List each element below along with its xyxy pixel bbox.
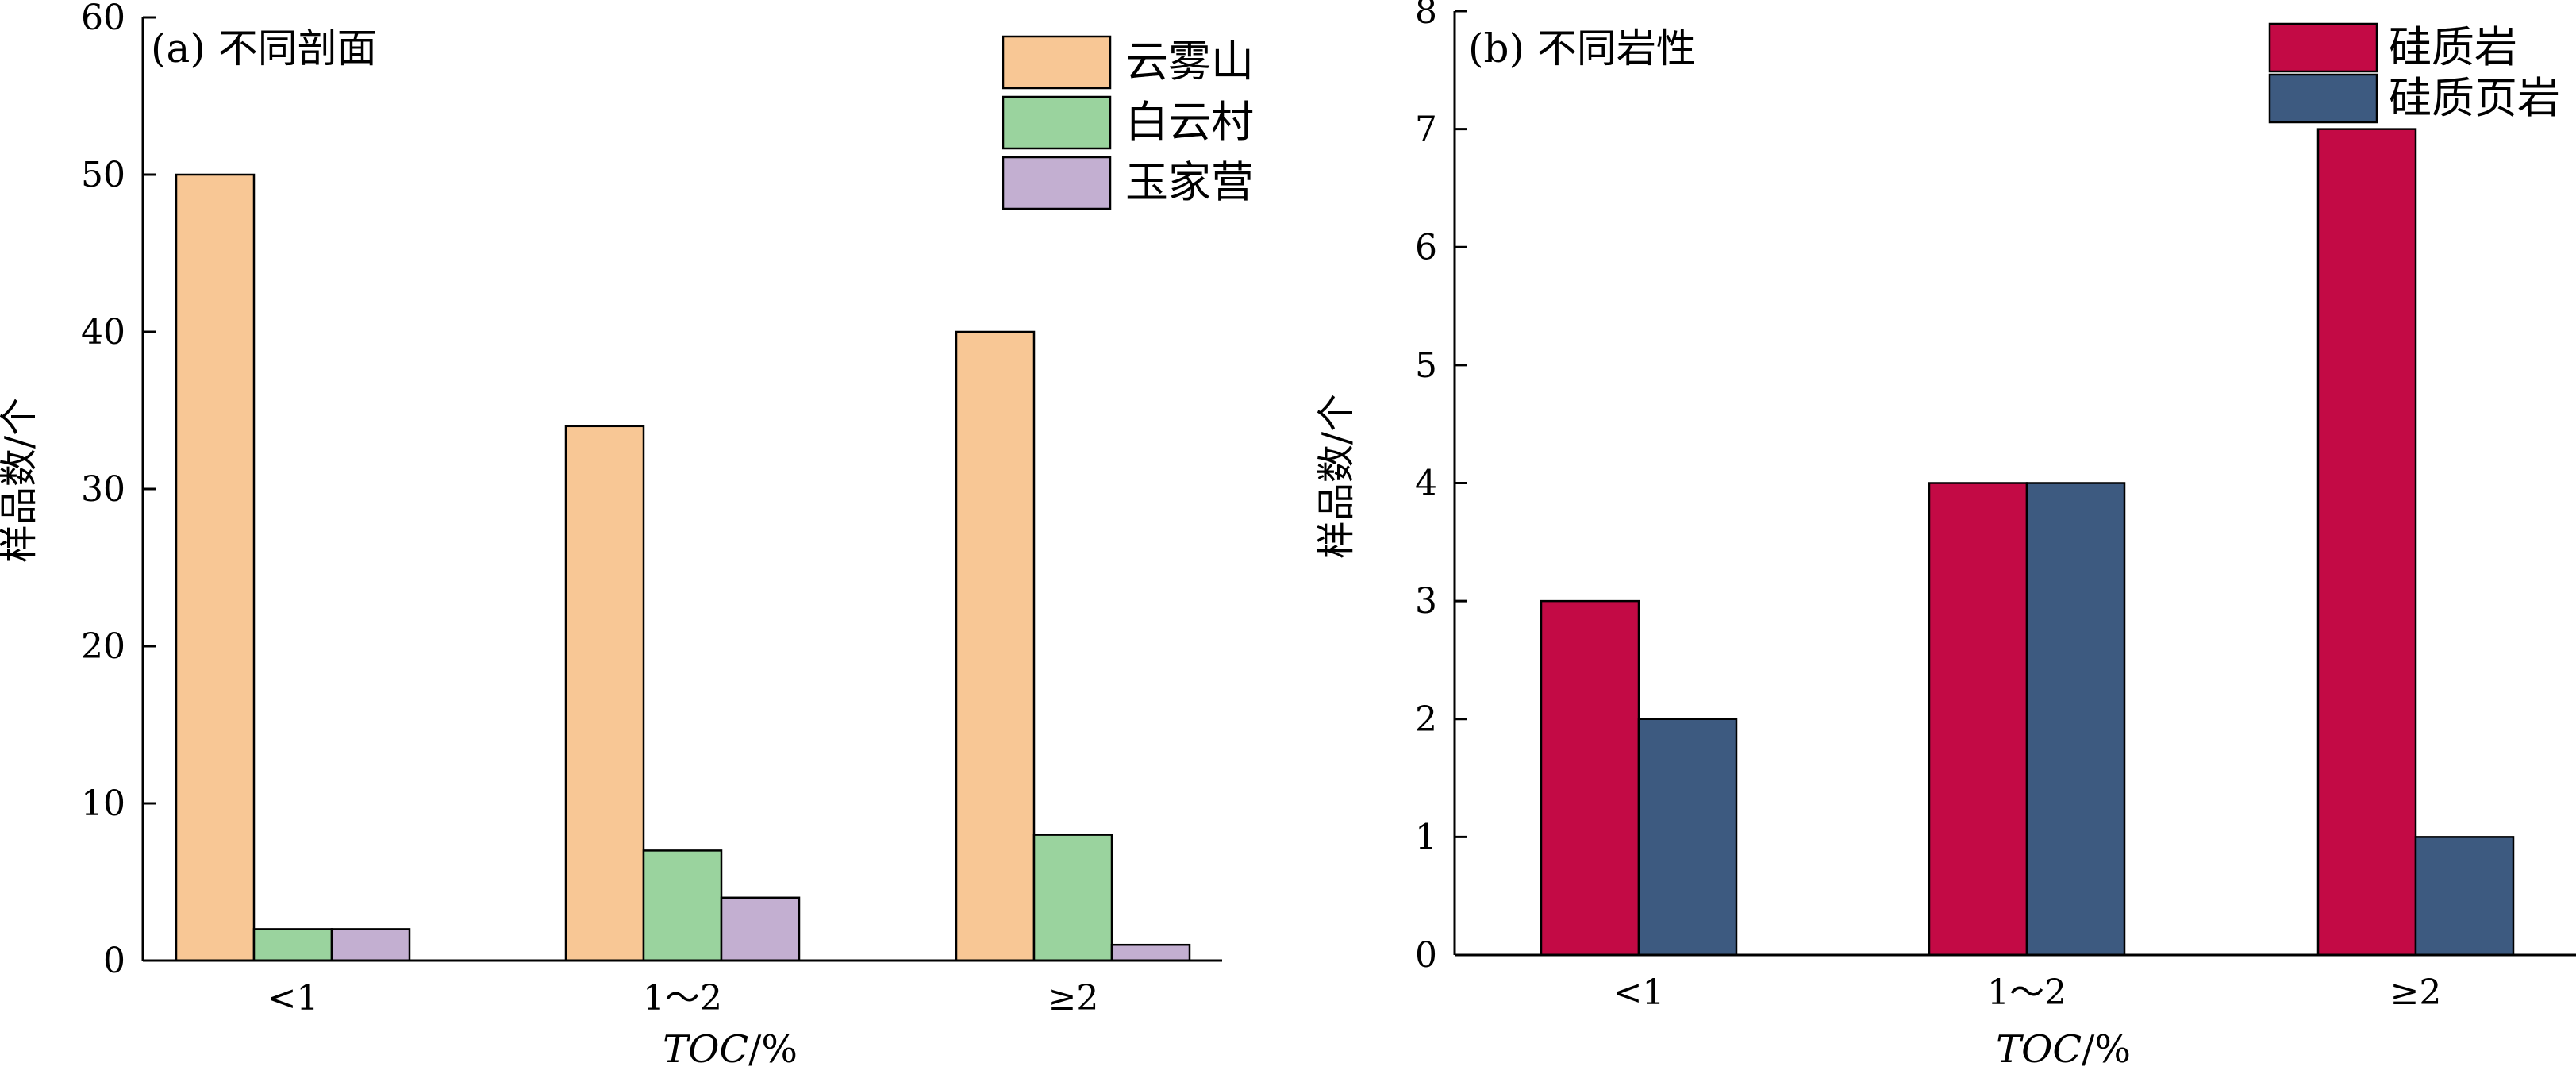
panel-b-legend-swatch xyxy=(2268,22,2378,73)
panel-a-legend-swatch xyxy=(1002,35,1112,90)
panel-b-bar-s1-c2 xyxy=(2414,836,2515,957)
panel-b-y-axis: 0 1 2 3 4 5 6 7 8 xyxy=(1415,0,1467,976)
panel-b-bars xyxy=(1540,128,2515,957)
panel-b-x-tick-label: 1～2 xyxy=(1987,972,2067,1013)
panel-a-bar-s2-c1 xyxy=(720,896,801,962)
panel-a-bar-s0-c0 xyxy=(175,173,256,962)
panel-b-bar-s1-c0 xyxy=(1637,718,1738,957)
panel-b-y-tick-label: 5 xyxy=(1415,345,1437,386)
panel-a-y-tick-label: 40 xyxy=(81,312,125,352)
panel-b-y-tick-label: 7 xyxy=(1415,110,1437,150)
panel-b-x-tick-label: ≥2 xyxy=(2390,972,2442,1013)
panel-a-x-axis: <1 1～2 ≥2 xyxy=(143,959,1222,1018)
panel-a-title: (a) 不同剖面 xyxy=(151,25,377,71)
panel-b-bar-s0-c1 xyxy=(1928,482,2028,957)
panel-a-bar-s2-c0 xyxy=(330,928,411,962)
panel-b-y-tick-label: 3 xyxy=(1415,581,1437,622)
panel-b-y-tick-label: 0 xyxy=(1415,935,1437,976)
panel-a-legend-label: 白云村 xyxy=(1125,97,1254,147)
panel-a-legend-swatch xyxy=(1002,156,1112,210)
panel-a-legend-label: 玉家营 xyxy=(1125,157,1254,207)
panel-a-legend-swatch xyxy=(1002,95,1112,150)
panel-b-y-tick-label: 6 xyxy=(1415,227,1437,268)
panel-b-y-tick-label: 4 xyxy=(1415,464,1437,504)
panel-a-x-axis-label: TOC/% xyxy=(663,1027,798,1072)
panel-a-bar-s1-c0 xyxy=(252,928,333,962)
panel-a-y-axis-label: 样品数/个 xyxy=(0,398,41,563)
panel-a-bar-s0-c2 xyxy=(955,330,1036,962)
panel-a-y-tick-label: 0 xyxy=(103,941,125,981)
panel-a-legend-label: 云雾山 xyxy=(1125,37,1254,87)
panel-a-y-tick-label: 50 xyxy=(81,155,125,195)
panel-a-bar-s1-c2 xyxy=(1032,834,1113,962)
panel-a: 0 10 20 30 40 50 60 <1 1～2 ≥2 (a) 不同剖面 样品数/个 TOC… xyxy=(0,0,1254,1072)
panel-a-x-tick-label: <1 xyxy=(267,978,319,1018)
panel-a-bar-s2-c2 xyxy=(1110,943,1191,962)
panel-a-bars xyxy=(175,173,1191,962)
panel-a-bar-s1-c1 xyxy=(642,849,723,962)
panel-a-y-tick-label: 20 xyxy=(81,626,125,667)
panel-b-y-tick-label: 1 xyxy=(1415,817,1437,857)
panel-b-x-axis-label: TOC/% xyxy=(1996,1027,2131,1072)
panel-b: 0 1 2 3 4 5 6 7 8 <1 1～2 ≥2 (b) 不同岩性 样品数/个 TOC/% 硅… xyxy=(1314,0,2576,1072)
panel-a-y-tick-label: 10 xyxy=(81,784,125,824)
panel-a-bar-s0-c1 xyxy=(564,425,645,962)
panel-b-legend-swatch xyxy=(2268,73,2378,124)
panel-a-y-tick-label: 60 xyxy=(81,0,125,38)
panel-b-legend-label: 硅质页岩 xyxy=(2389,73,2560,123)
panel-a-y-tick-label: 30 xyxy=(81,469,125,510)
panel-b-bar-s0-c0 xyxy=(1540,599,1640,957)
panel-b-y-axis-label: 样品数/个 xyxy=(1314,394,1359,559)
panel-a-x-tick-label: 1～2 xyxy=(643,978,722,1018)
panel-b-title: (b) 不同岩性 xyxy=(1468,25,1696,71)
panel-b-y-tick-label: 2 xyxy=(1415,699,1437,740)
panel-b-bar-s1-c1 xyxy=(2025,482,2126,957)
panel-a-x-tick-label: ≥2 xyxy=(1048,978,1099,1018)
panel-b-legend-label: 硅质岩 xyxy=(2389,22,2517,72)
panel-b-x-tick-label: <1 xyxy=(1613,972,1665,1013)
panel-a-y-axis: 0 10 20 30 40 50 60 xyxy=(81,0,156,981)
panel-b-bar-s0-c2 xyxy=(2316,128,2417,957)
panel-b-x-axis: <1 1～2 ≥2 xyxy=(1455,953,2576,1013)
panel-b-y-tick-label: 8 xyxy=(1415,0,1437,32)
